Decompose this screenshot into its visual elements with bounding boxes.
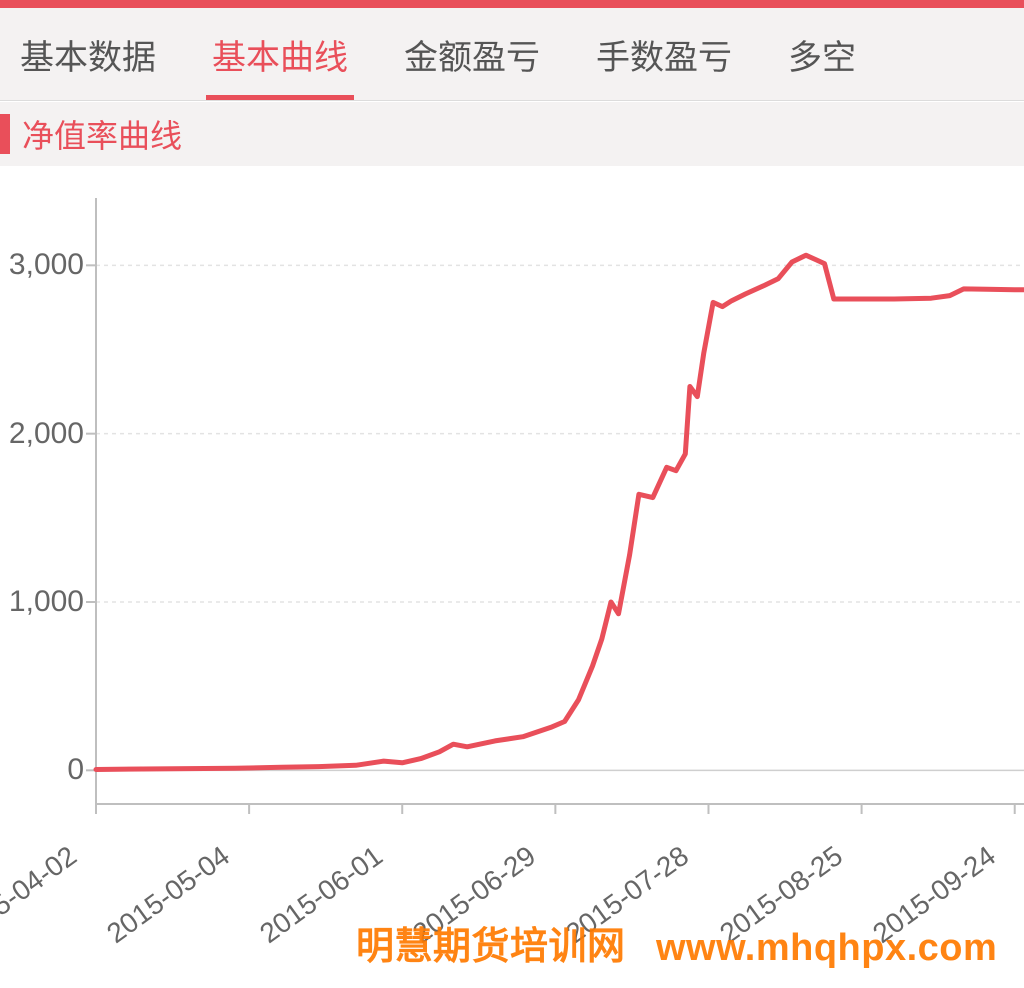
- chart-area: 01,0002,0003,000 2015-04-022015-05-04201…: [0, 166, 1024, 976]
- tab-long-short[interactable]: 多空: [788, 8, 856, 100]
- tab-amount-pl[interactable]: 金额盈亏: [404, 8, 540, 100]
- tab-basic-data[interactable]: 基本数据: [20, 8, 156, 100]
- tab-label: 多空: [788, 30, 856, 79]
- tab-label: 基本曲线: [212, 30, 348, 79]
- section-header: 净值率曲线: [0, 101, 1024, 166]
- tab-label: 基本数据: [20, 30, 156, 79]
- watermark-text-left: 明慧期货培训网: [356, 915, 626, 970]
- y-tick-label: 0: [4, 753, 84, 787]
- y-tick-label: 2,000: [4, 417, 84, 451]
- top-accent-bar: [0, 0, 1024, 8]
- y-tick-label: 3,000: [4, 248, 84, 282]
- watermark-text-right: www.mhqhpx.com: [656, 927, 997, 970]
- section-title: 净值率曲线: [22, 111, 182, 157]
- section-marker: [0, 114, 10, 154]
- y-tick-label: 1,000: [4, 585, 84, 619]
- tab-basic-curve[interactable]: 基本曲线: [212, 8, 348, 100]
- tab-lots-pl[interactable]: 手数盈亏: [596, 8, 732, 100]
- tab-bar: 基本数据 基本曲线 金额盈亏 手数盈亏 多空: [0, 8, 1024, 101]
- tab-label: 手数盈亏: [596, 30, 732, 79]
- tab-label: 金额盈亏: [404, 30, 540, 79]
